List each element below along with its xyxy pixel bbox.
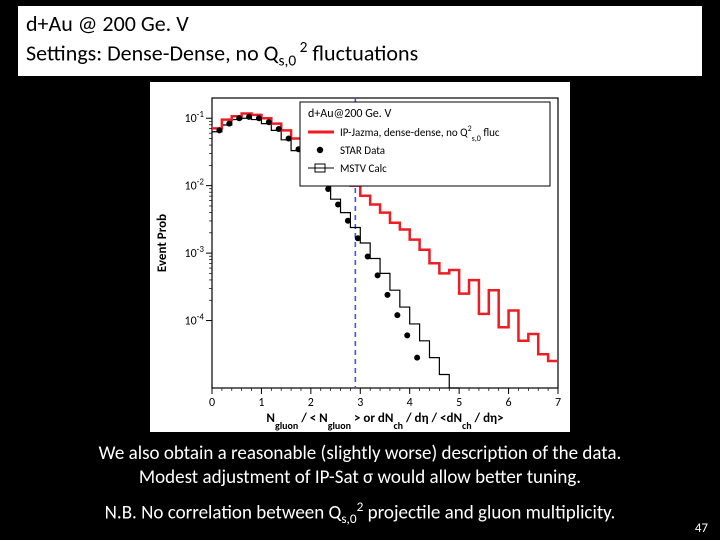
svg-text:0: 0 (209, 396, 215, 410)
svg-text:2: 2 (308, 396, 314, 410)
chart-container: 0 1 2 3 4 5 6 7 10-4 10-3 10-2 10-1 Event Prob Ngluon… (150, 82, 570, 432)
header-line-2-sub: s,0 (278, 51, 296, 70)
svg-text:10-4: 10-4 (185, 311, 205, 329)
footer-text: We also obtain a reasonable (slightly wo… (18, 442, 702, 528)
header-line-2-sup: 2 (296, 38, 307, 57)
svg-text:4: 4 (407, 396, 413, 410)
header-line-2-suffix: fluctuations (307, 39, 418, 66)
footer-paragraph-1: We also obtain a reasonable (slightly wo… (18, 442, 702, 490)
svg-text:Event Prob: Event Prob (155, 214, 170, 272)
footer-paragraph-2: N.B. No correlation between Qs,02 projec… (18, 499, 702, 528)
event-prob-chart: 0 1 2 3 4 5 6 7 10-4 10-3 10-2 10-1 Event Prob Ngluon… (150, 82, 570, 432)
svg-text:1: 1 (258, 396, 264, 410)
header-line-2: Settings: Dense-Dense, no Qs,0 2 fluctua… (26, 38, 694, 71)
svg-text:6: 6 (506, 396, 512, 410)
header-box: d+Au @ 200 Ge. V Settings: Dense-Dense, … (18, 6, 702, 76)
svg-text:d+Au@200 Ge. V: d+Au@200 Ge. V (308, 107, 392, 121)
svg-text:10-1: 10-1 (185, 109, 205, 127)
svg-text:MSTV Calc: MSTV Calc (340, 162, 387, 175)
svg-text:3: 3 (357, 396, 363, 410)
svg-text:7: 7 (555, 396, 561, 410)
header-line-2-prefix: Settings: Dense-Dense, no Q (26, 39, 278, 66)
svg-text:5: 5 (456, 396, 462, 410)
svg-text:10-2: 10-2 (185, 176, 205, 194)
page-number: 47 (695, 521, 708, 536)
svg-text:10-3: 10-3 (185, 244, 205, 262)
svg-text:STAR Data: STAR Data (340, 144, 385, 157)
header-line-1: d+Au @ 200 Ge. V (26, 10, 694, 38)
svg-text:Ngluon / < Ngluon > or dNch /: Ngluon / < Ngluon > or dNch / dη / <dNch… (266, 411, 503, 432)
